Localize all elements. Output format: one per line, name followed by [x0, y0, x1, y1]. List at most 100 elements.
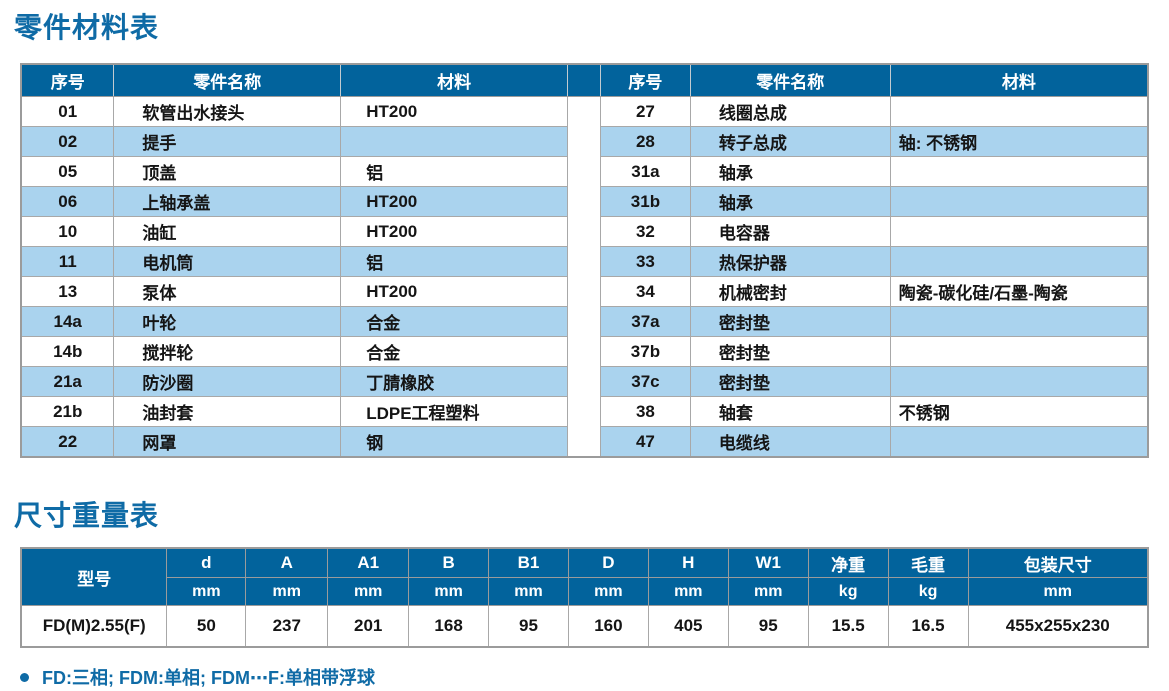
- part-no: 14b: [20, 336, 115, 367]
- unit-D: mm: [567, 577, 649, 606]
- part-material: 不锈钢: [889, 396, 1149, 427]
- part-name: 电机筒: [113, 246, 342, 277]
- parts-row: 05 顶盖 铝 31a 轴承: [20, 156, 1149, 187]
- part-no: 33: [599, 246, 691, 277]
- part-name: 电容器: [689, 216, 891, 247]
- part-no: 31b: [599, 186, 691, 217]
- header-material-left: 材料: [340, 63, 569, 97]
- header-gross-weight: 毛重: [887, 547, 969, 578]
- parts-row: 02 提手 28 转子总成 轴: 不锈钢: [20, 126, 1149, 157]
- parts-table-body: 01 软管出水接头 HT200 27 线圈总成 02 提手 28 转子总成 轴:…: [20, 96, 1149, 458]
- part-name: 转子总成: [689, 126, 891, 157]
- part-material: 陶瓷-碳化硅/石墨-陶瓷: [889, 276, 1149, 307]
- parts-row: 21b 油封套 LDPE工程塑料 38 轴套 不锈钢: [20, 396, 1149, 427]
- part-no: 05: [20, 156, 115, 187]
- value-gross-weight: 16.5: [887, 605, 969, 648]
- parts-row: 11 电机筒 铝 33 热保护器: [20, 246, 1149, 277]
- unit-net-weight: kg: [807, 577, 889, 606]
- header-W1: W1: [727, 547, 809, 578]
- part-material: 轴: 不锈钢: [889, 126, 1149, 157]
- header-no-left: 序号: [20, 63, 115, 97]
- unit-H: mm: [647, 577, 729, 606]
- value-H: 405: [647, 605, 729, 648]
- part-material: 丁腈橡胶: [340, 366, 569, 397]
- header-H: H: [647, 547, 729, 578]
- value-A: 237: [245, 605, 329, 648]
- part-material: [889, 216, 1149, 247]
- value-W1: 95: [727, 605, 809, 648]
- part-material: 合金: [340, 336, 569, 367]
- parts-row: 21a 防沙圈 丁腈橡胶 37c 密封垫: [20, 366, 1149, 397]
- part-material: [889, 366, 1149, 397]
- header-D: D: [567, 547, 649, 578]
- header-no-right: 序号: [599, 63, 691, 97]
- header-net-weight: 净重: [807, 547, 889, 578]
- part-no: 27: [599, 96, 691, 127]
- size-data-row: FD(M)2.55(F) 50 237 201 168 95 160 405 9…: [20, 605, 1149, 648]
- part-material: [889, 336, 1149, 367]
- part-no: 31a: [599, 156, 691, 187]
- part-name: 上轴承盖: [113, 186, 342, 217]
- size-table-header: 型号 d A A1 B B1 D H W1 净重 毛重 包装尺寸 mm mm m…: [20, 547, 1149, 606]
- unit-A1: mm: [327, 577, 410, 606]
- parts-header-row: 序号 零件名称 材料 序号 零件名称 材料: [20, 63, 1149, 97]
- unit-gross-weight: kg: [887, 577, 969, 606]
- part-name: 油封套: [113, 396, 342, 427]
- part-name: 密封垫: [689, 306, 891, 337]
- header-name-right: 零件名称: [689, 63, 891, 97]
- unit-A: mm: [245, 577, 329, 606]
- part-name: 电缆线: [689, 426, 891, 458]
- part-material: HT200: [340, 186, 569, 217]
- part-name: 轴承: [689, 186, 891, 217]
- model-legend-note: FD:三相; FDM:单相; FDM⋯F:单相带浮球: [20, 664, 1149, 690]
- part-material: 钢: [340, 426, 569, 458]
- part-no: 37c: [599, 366, 691, 397]
- parts-row: 06 上轴承盖 HT200 31b 轴承: [20, 186, 1149, 217]
- part-no: 13: [20, 276, 115, 307]
- header-d: d: [166, 547, 247, 578]
- value-d: 50: [166, 605, 247, 648]
- parts-row: 22 网罩 钢 47 电缆线: [20, 426, 1149, 458]
- table-gap-column: [567, 96, 601, 458]
- part-name: 网罩: [113, 426, 342, 458]
- model-value: FD(M)2.55(F): [20, 605, 168, 648]
- parts-row: 01 软管出水接头 HT200 27 线圈总成: [20, 96, 1149, 458]
- part-name: 泵体: [113, 276, 342, 307]
- header-model: 型号: [20, 547, 168, 606]
- part-no: 02: [20, 126, 115, 157]
- unit-B1: mm: [488, 577, 569, 606]
- value-D: 160: [567, 605, 649, 648]
- part-material: [889, 426, 1149, 458]
- part-no: 06: [20, 186, 115, 217]
- part-no: 10: [20, 216, 115, 247]
- part-no: 34: [599, 276, 691, 307]
- gap-header-cell: [567, 63, 601, 97]
- header-material-right: 材料: [889, 63, 1149, 97]
- part-no: 01: [20, 96, 115, 127]
- part-name: 顶盖: [113, 156, 342, 187]
- part-name: 防沙圈: [113, 366, 342, 397]
- part-material: HT200: [340, 276, 569, 307]
- part-name: 提手: [113, 126, 342, 157]
- part-name: 线圈总成: [689, 96, 891, 127]
- size-header-unit-row: mm mm mm mm mm mm mm mm kg kg mm: [21, 577, 1149, 606]
- part-no: 37b: [599, 336, 691, 367]
- part-material: [889, 156, 1149, 187]
- parts-table-title: 零件材料表: [14, 12, 160, 43]
- part-material: HT200: [340, 216, 569, 247]
- part-no: 28: [599, 126, 691, 157]
- part-no: 38: [599, 396, 691, 427]
- header-B: B: [408, 547, 490, 578]
- parts-row: 10 油缸 HT200 32 电容器: [20, 216, 1149, 247]
- part-no: 47: [599, 426, 691, 458]
- value-package-size: 455x255x230: [967, 605, 1149, 648]
- part-no: 37a: [599, 306, 691, 337]
- value-A1: 201: [327, 605, 410, 648]
- part-no: 11: [20, 246, 115, 277]
- part-no: 32: [599, 216, 691, 247]
- part-name: 叶轮: [113, 306, 342, 337]
- part-material: 合金: [340, 306, 569, 337]
- part-material: 铝: [340, 246, 569, 277]
- part-name: 机械密封: [689, 276, 891, 307]
